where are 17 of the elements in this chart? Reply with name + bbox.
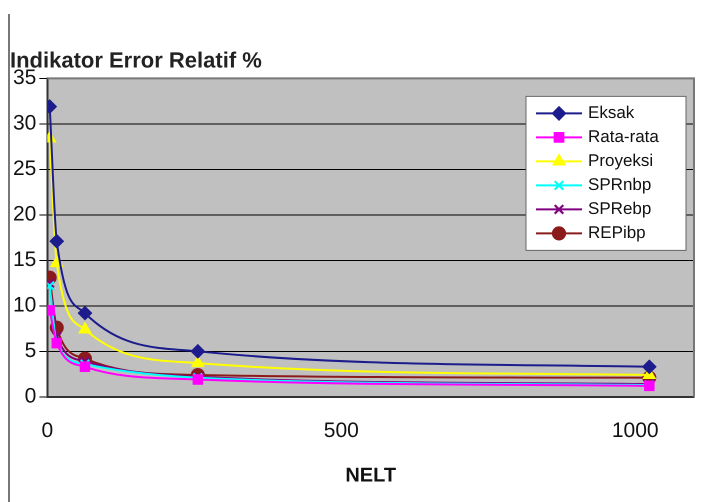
legend-label: Rata-rata — [588, 127, 660, 146]
legend-label: Eksak — [588, 103, 635, 122]
y-tick-label: 0 — [24, 384, 36, 408]
x-tick-label: 500 — [324, 419, 359, 442]
y-tick-label: 25 — [13, 157, 36, 180]
legend-label: REPibp — [588, 223, 646, 242]
legend-label: SPRnbp — [588, 175, 652, 194]
legend-label: SPRebp — [588, 199, 652, 218]
x-tick-label: 1000 — [612, 419, 659, 442]
x-axis-title: NELT — [345, 464, 396, 487]
x-tick-label: 0 — [42, 419, 54, 442]
y-tick-label: 20 — [13, 202, 36, 226]
y-tick-label: 5 — [24, 339, 36, 362]
y-tick-label: 10 — [13, 294, 36, 317]
legend-label: Proyeksi — [588, 151, 654, 170]
y-tick-label: 30 — [13, 112, 36, 135]
y-tick-label: 15 — [13, 248, 36, 272]
